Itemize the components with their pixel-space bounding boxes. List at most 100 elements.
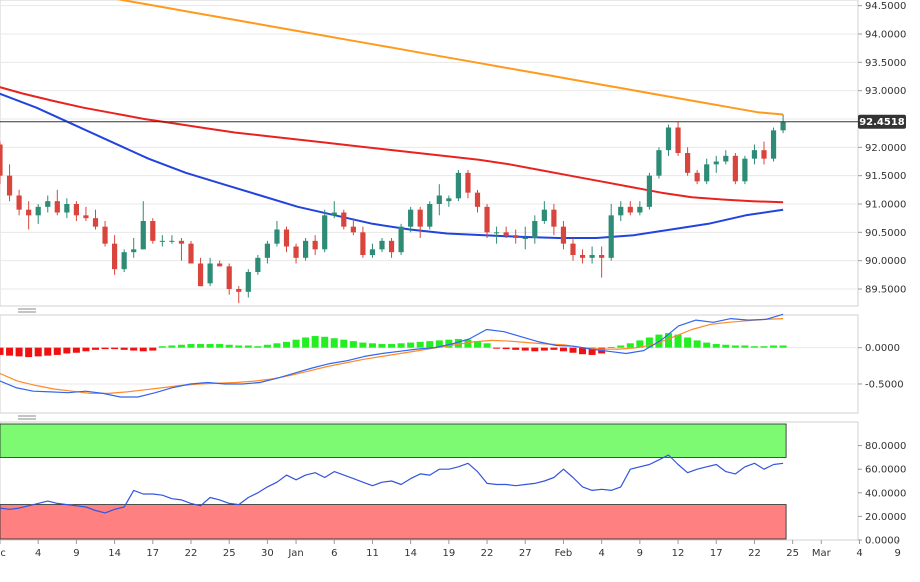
candle-body xyxy=(579,255,586,258)
macd-histogram-bar xyxy=(750,346,758,348)
candle-body xyxy=(102,226,108,244)
macd-histogram-bar xyxy=(636,340,644,348)
candle-body xyxy=(465,172,471,193)
macd-histogram-bar xyxy=(177,344,185,348)
macd-histogram-bar xyxy=(168,345,176,348)
candle-body xyxy=(0,144,3,176)
macd-histogram-bar xyxy=(101,347,109,350)
candle-body xyxy=(379,240,385,250)
candle-body xyxy=(570,243,576,255)
macd-histogram-bar xyxy=(760,346,768,348)
macd-histogram-bar xyxy=(63,347,71,354)
x-tick-label: 4 xyxy=(598,548,604,559)
macd-histogram-bar xyxy=(454,338,462,348)
candle-body xyxy=(54,201,60,213)
candle-body xyxy=(312,240,318,250)
candle-body xyxy=(398,226,404,253)
macd-histogram-bar xyxy=(493,347,501,349)
x-tick-label: 6 xyxy=(331,548,337,559)
x-tick-label: 9 xyxy=(895,548,901,559)
macd-histogram-bar xyxy=(579,347,587,355)
sma-55-line xyxy=(0,92,784,239)
macd-histogram-bar xyxy=(244,345,252,348)
candle-body xyxy=(694,172,700,182)
x-tick-label: Mar xyxy=(812,548,832,559)
x-tick-label: 12 xyxy=(672,548,685,559)
macd-histogram-bar xyxy=(550,347,558,350)
macd-histogram-bar xyxy=(235,345,243,348)
x-tick-label: 19 xyxy=(442,548,455,559)
x-tick-label: Jan xyxy=(287,548,303,559)
candle-body xyxy=(169,240,175,242)
macd-histogram-bar xyxy=(130,347,138,351)
moving-averages xyxy=(0,0,784,239)
candle-body xyxy=(350,226,356,233)
candle-body xyxy=(780,121,786,131)
x-tick-label: 27 xyxy=(519,548,532,559)
macd-histogram-bar xyxy=(741,345,749,348)
last-price-marker: 92.4518 xyxy=(0,114,906,129)
macd-histogram-bar xyxy=(770,345,778,348)
x-tick-label: 25 xyxy=(786,548,799,559)
price-tick-label: 90.0000 xyxy=(865,256,906,267)
macd-histogram-bar xyxy=(512,347,520,350)
macd-histogram-bar xyxy=(72,347,80,353)
macd-histogram-bar xyxy=(340,339,348,348)
rsi-indicator xyxy=(0,454,784,514)
candle-body xyxy=(245,272,251,292)
x-tick-label: 22 xyxy=(185,548,198,559)
candle-body xyxy=(627,206,633,213)
candle-body xyxy=(455,172,461,199)
macd-histogram-bar xyxy=(321,336,329,348)
macd-histogram-bar xyxy=(359,342,367,348)
rsi-panel-resize-handle[interactable] xyxy=(18,415,36,420)
candle-body xyxy=(408,209,414,227)
macd-histogram-bar xyxy=(483,343,491,348)
candle-body xyxy=(685,153,691,173)
x-tick-label: 4 xyxy=(35,548,41,559)
candle-body xyxy=(704,164,710,182)
macd-panel-resize-handle[interactable] xyxy=(18,308,36,313)
candle-body xyxy=(637,206,643,213)
candle-body xyxy=(274,229,280,244)
macd-histogram-bar xyxy=(216,344,224,348)
macd-histogram-bar xyxy=(44,347,52,356)
rsi-overbought-band xyxy=(0,423,787,458)
candle-body xyxy=(217,263,223,267)
macd-histogram-bar xyxy=(0,347,4,355)
macd-histogram-bar xyxy=(416,341,424,348)
candle-body xyxy=(236,289,242,292)
x-tick-label: ec xyxy=(0,548,6,559)
candle-body xyxy=(589,255,595,258)
candle-body xyxy=(264,243,270,258)
price-panel-frame xyxy=(0,0,859,307)
candle-body xyxy=(207,263,213,284)
sma-100-line xyxy=(0,86,784,204)
candle-body xyxy=(427,204,433,227)
x-tick-label: 17 xyxy=(146,548,159,559)
candle-body xyxy=(26,209,32,216)
macd-histogram-bar xyxy=(703,342,711,348)
x-tick-label: 22 xyxy=(481,548,494,559)
candle-body xyxy=(618,206,624,216)
candle-body xyxy=(226,266,232,289)
x-tick-label: 30 xyxy=(261,548,274,559)
macd-histogram-bar xyxy=(292,339,300,348)
macd-histogram-bar xyxy=(378,344,386,348)
macd-histogram-bar xyxy=(684,337,692,348)
macd-histogram-bar xyxy=(502,347,510,350)
candle-body xyxy=(131,249,137,253)
price-tick-label: 92.0000 xyxy=(865,143,906,154)
candle-body xyxy=(188,243,194,264)
macd-signal-line xyxy=(0,318,784,394)
price-tick-label: 90.5000 xyxy=(865,228,906,239)
macd-histogram-bar xyxy=(187,344,195,348)
macd-histogram-bar xyxy=(15,347,23,357)
x-tick-label: 25 xyxy=(223,548,236,559)
macd-histogram-bar xyxy=(225,344,233,348)
candle-body xyxy=(713,161,719,165)
x-tick-label: 14 xyxy=(108,548,121,559)
rsi-line xyxy=(0,454,784,514)
x-tick-label: 9 xyxy=(73,548,79,559)
